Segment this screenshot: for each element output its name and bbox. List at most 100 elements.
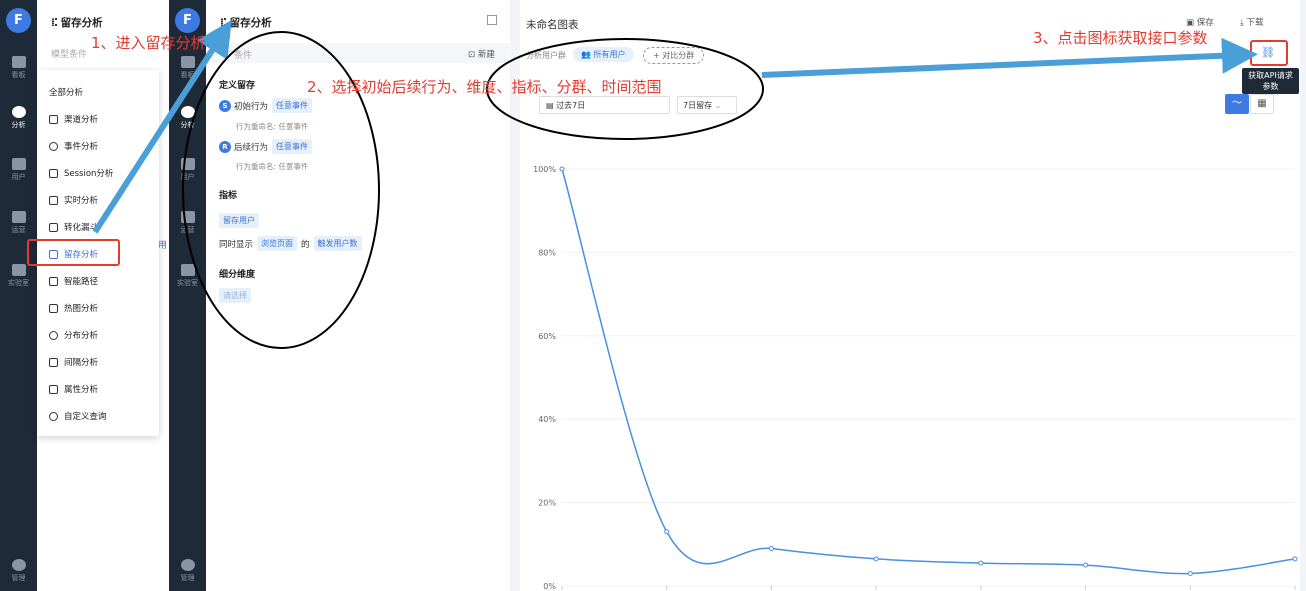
arrow-step3 <box>761 37 1258 78</box>
nav-analysis-2[interactable]: 分析 <box>169 106 206 130</box>
annotation-step3: 3、点击图标获取接口参数 <box>1033 29 1208 47</box>
save-button[interactable]: ▣ 保存 <box>1186 18 1214 28</box>
initial-event-select[interactable]: 任意事件 <box>272 98 313 113</box>
menu-realtime-analysis[interactable]: 实时分析 <box>49 194 98 206</box>
table-toggle[interactable]: ▦ <box>1250 94 1274 114</box>
menu-interval[interactable]: 间隔分析 <box>49 356 98 368</box>
distribution-icon <box>49 330 58 340</box>
heatmap-icon <box>49 303 58 313</box>
download-icon: ⤓ <box>1240 18 1244 28</box>
new-button[interactable]: ⊡ 新建 <box>468 50 495 60</box>
also-show-row: 同时显示 浏览页面 的 触发用户数 <box>219 236 362 251</box>
date-range-picker[interactable]: ▤ 过去7日 <box>539 96 670 114</box>
nav-dashboard[interactable]: 看板 <box>0 56 37 80</box>
data-point[interactable] <box>873 556 879 562</box>
return-badge: R <box>219 140 231 153</box>
conditions-bar <box>206 43 511 63</box>
chart-icon <box>11 211 26 223</box>
calendar-icon: ▤ <box>546 101 554 110</box>
nav-users[interactable]: 用户 <box>0 158 37 182</box>
gauge-icon <box>180 56 195 68</box>
model-conditions-label: 模型条件 <box>51 50 88 60</box>
trigger-users-tag[interactable]: 触发用户数 <box>313 236 362 251</box>
save-icon: ▣ <box>1186 18 1195 28</box>
retention-icon <box>49 249 58 259</box>
all-users-pill[interactable]: 👥 所有用户 <box>573 47 634 62</box>
interval-icon <box>49 357 58 367</box>
api-params-button[interactable]: ⛓ <box>1260 46 1276 60</box>
data-point[interactable] <box>664 529 670 535</box>
menu-custom-query[interactable]: 自定义查询 <box>49 410 107 422</box>
menu-session-analysis[interactable]: Session分析 <box>49 167 113 179</box>
funnel-icon <box>49 222 58 232</box>
initial-behavior-row: S 初始行为 任意事件 <box>219 98 313 113</box>
return-behavior-row: R 后续行为 任意事件 <box>219 139 313 154</box>
nav-lab-2[interactable]: 实验室 <box>169 264 206 288</box>
chevron-down-icon: ⌄ <box>714 101 722 110</box>
circle-controls <box>486 38 764 140</box>
chart-title[interactable]: 未命名图表 <box>526 19 579 31</box>
y-tick-label: 60% <box>538 332 556 341</box>
panel-config: ⁞⁚ 留存分析 条件 ⊡ 新建 定义留存 S 初始行为 任意事件 行为重命名: … <box>206 0 511 591</box>
page-view-tag[interactable]: 浏览页面 <box>257 236 298 251</box>
nav-settings[interactable]: 管理 <box>0 559 37 583</box>
initial-rename[interactable]: 行为重命名: 任意事件 <box>236 122 309 131</box>
menu-retention-analysis[interactable]: 留存分析 <box>49 248 98 260</box>
menu-smart-path[interactable]: 智能路径 <box>49 275 98 287</box>
compare-segment-button[interactable]: + 对比分群 <box>643 47 705 64</box>
pie-chart-icon <box>11 106 26 118</box>
menu-funnel[interactable]: 转化漏斗 <box>49 221 98 233</box>
return-rename[interactable]: 行为重命名: 任意事件 <box>236 162 309 171</box>
data-point[interactable] <box>1083 562 1089 568</box>
download-button[interactable]: ⤓ 下载 <box>1240 18 1264 28</box>
nav-lab[interactable]: 实验室 <box>0 264 37 288</box>
annotation-step2: 2、选择初始后续行为、维度、指标、分群、时间范围 <box>307 78 662 96</box>
grid-icon[interactable] <box>487 15 497 25</box>
nav-settings-2[interactable]: 管理 <box>169 559 206 583</box>
retention-icon: ⁞⁚ <box>51 17 58 29</box>
dropdown-header: 全部分析 <box>49 88 84 98</box>
menu-attribute[interactable]: 属性分析 <box>49 383 98 395</box>
highlight-retention-menu <box>27 239 120 266</box>
gear-icon <box>180 559 195 571</box>
data-point[interactable] <box>1187 570 1193 576</box>
retained-users-tag[interactable]: 留存用户 <box>219 213 259 228</box>
pie-chart-icon <box>180 106 195 118</box>
line-chart-icon: 〜 <box>1232 98 1242 109</box>
new-icon: ⊡ <box>468 50 476 60</box>
users-icon <box>11 158 26 170</box>
breakdown-heading: 细分维度 <box>219 270 256 280</box>
breakdown-select-wrap: 请选择 <box>219 288 251 303</box>
menu-channel-analysis[interactable]: 渠道分析 <box>49 113 98 125</box>
analysis-dropdown: 全部分析 渠道分析 事件分析 Session分析 实时分析 转化漏斗 留存分析 … <box>37 70 159 436</box>
left-rail-2: F 看板 分析 用户 运营 实验室 管理 <box>169 0 206 591</box>
define-retention-heading: 定义留存 <box>219 81 256 91</box>
menu-heatmap[interactable]: 热图分析 <box>49 302 98 314</box>
retention-line-chart: 100% 80% 60% 40% 20% 0% <box>533 165 1298 591</box>
conditions-label: 条件 <box>234 51 253 61</box>
data-point[interactable] <box>559 166 565 172</box>
arrow-step1 <box>92 19 232 234</box>
logo-avatar-2[interactable]: F <box>175 8 200 33</box>
line-chart-toggle[interactable]: 〜 <box>1225 94 1249 114</box>
data-point[interactable] <box>978 560 984 566</box>
nav-operations[interactable]: 运营 <box>0 211 37 235</box>
path-icon <box>49 276 58 286</box>
retained-users-tag-wrap: 留存用户 <box>219 213 259 228</box>
logo-avatar[interactable]: F <box>6 8 31 33</box>
nav-analysis[interactable]: 分析 <box>0 106 37 130</box>
data-point[interactable] <box>1292 556 1298 562</box>
data-point[interactable] <box>768 545 774 551</box>
menu-event-analysis[interactable]: 事件分析 <box>49 140 98 152</box>
breakdown-select[interactable]: 请选择 <box>219 288 251 303</box>
return-event-select[interactable]: 任意事件 <box>272 139 313 154</box>
gauge-icon <box>11 56 26 68</box>
retention-window-select[interactable]: 7日留存 ⌄ <box>677 96 737 114</box>
flask-icon <box>180 264 195 276</box>
menu-distribution[interactable]: 分布分析 <box>49 329 98 341</box>
annotation-step1: 1、进入留存分析 <box>91 34 206 52</box>
left-rail: F 看板 分析 用户 运营 实验室 管理 <box>0 0 37 591</box>
nav-dashboard-2[interactable]: 看板 <box>169 56 206 80</box>
start-badge: S <box>219 99 231 112</box>
